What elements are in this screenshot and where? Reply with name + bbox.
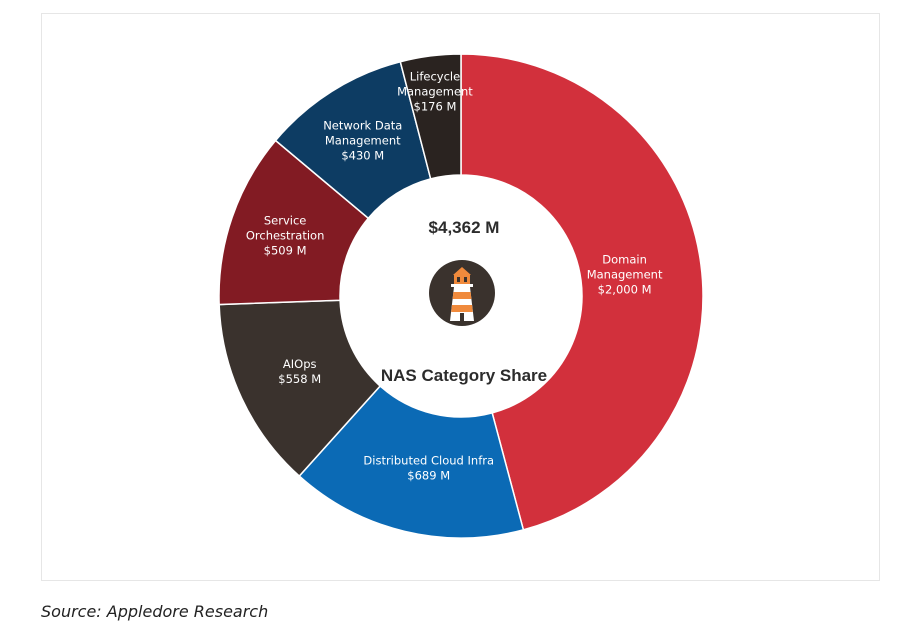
slice-label-line: Distributed Cloud Infra: [363, 453, 494, 467]
slice-label-line: Service: [264, 213, 307, 227]
slice-label-line: AIOps: [283, 357, 317, 371]
slice-label-service-orchestration: Service Orchestration $509 M: [246, 213, 325, 257]
slice-label-line: Orchestration: [246, 228, 325, 242]
slice-label-line: Lifecycle: [410, 70, 460, 84]
slice-label-aiops: AIOps $558 M: [278, 357, 321, 386]
center-title: NAS Category Share: [381, 366, 547, 385]
slice-label-line: $558 M: [278, 372, 321, 386]
slice-label-domain-management: Domain Management $2,000 M: [587, 253, 663, 297]
slice-label-line: Management: [397, 85, 473, 99]
slice-label-line: Domain: [602, 253, 647, 267]
lighthouse-icon: [429, 260, 495, 326]
slice-aiops: [218, 299, 382, 478]
slice-label-line: $689 M: [407, 468, 450, 482]
slice-label-line: Management: [587, 268, 663, 282]
slice-label-line: $509 M: [264, 243, 307, 257]
slice-label-distributed-cloud-infra: Distributed Cloud Infra $689 M: [363, 453, 494, 482]
center-total: $4,362 M: [429, 218, 500, 237]
slice-label-line: $2,000 M: [598, 283, 652, 297]
slice-label-line: Management: [325, 133, 401, 147]
slice-label-line: $176 M: [414, 100, 457, 114]
slice-label-line: Network Data: [323, 118, 402, 132]
slice-domain-management: [460, 53, 704, 531]
slice-distributed-cloud-infra: [298, 384, 525, 539]
slice-lifecycle-management: [399, 53, 462, 180]
source-note: Source: Appledore Research: [41, 602, 269, 621]
slice-label-line: $430 M: [341, 148, 384, 162]
donut-slices: [218, 53, 704, 539]
slice-label-lifecycle-management: Lifecycle Management $176 M: [397, 70, 473, 114]
slice-label-network-data-management: Network Data Management $430 M: [323, 118, 402, 162]
